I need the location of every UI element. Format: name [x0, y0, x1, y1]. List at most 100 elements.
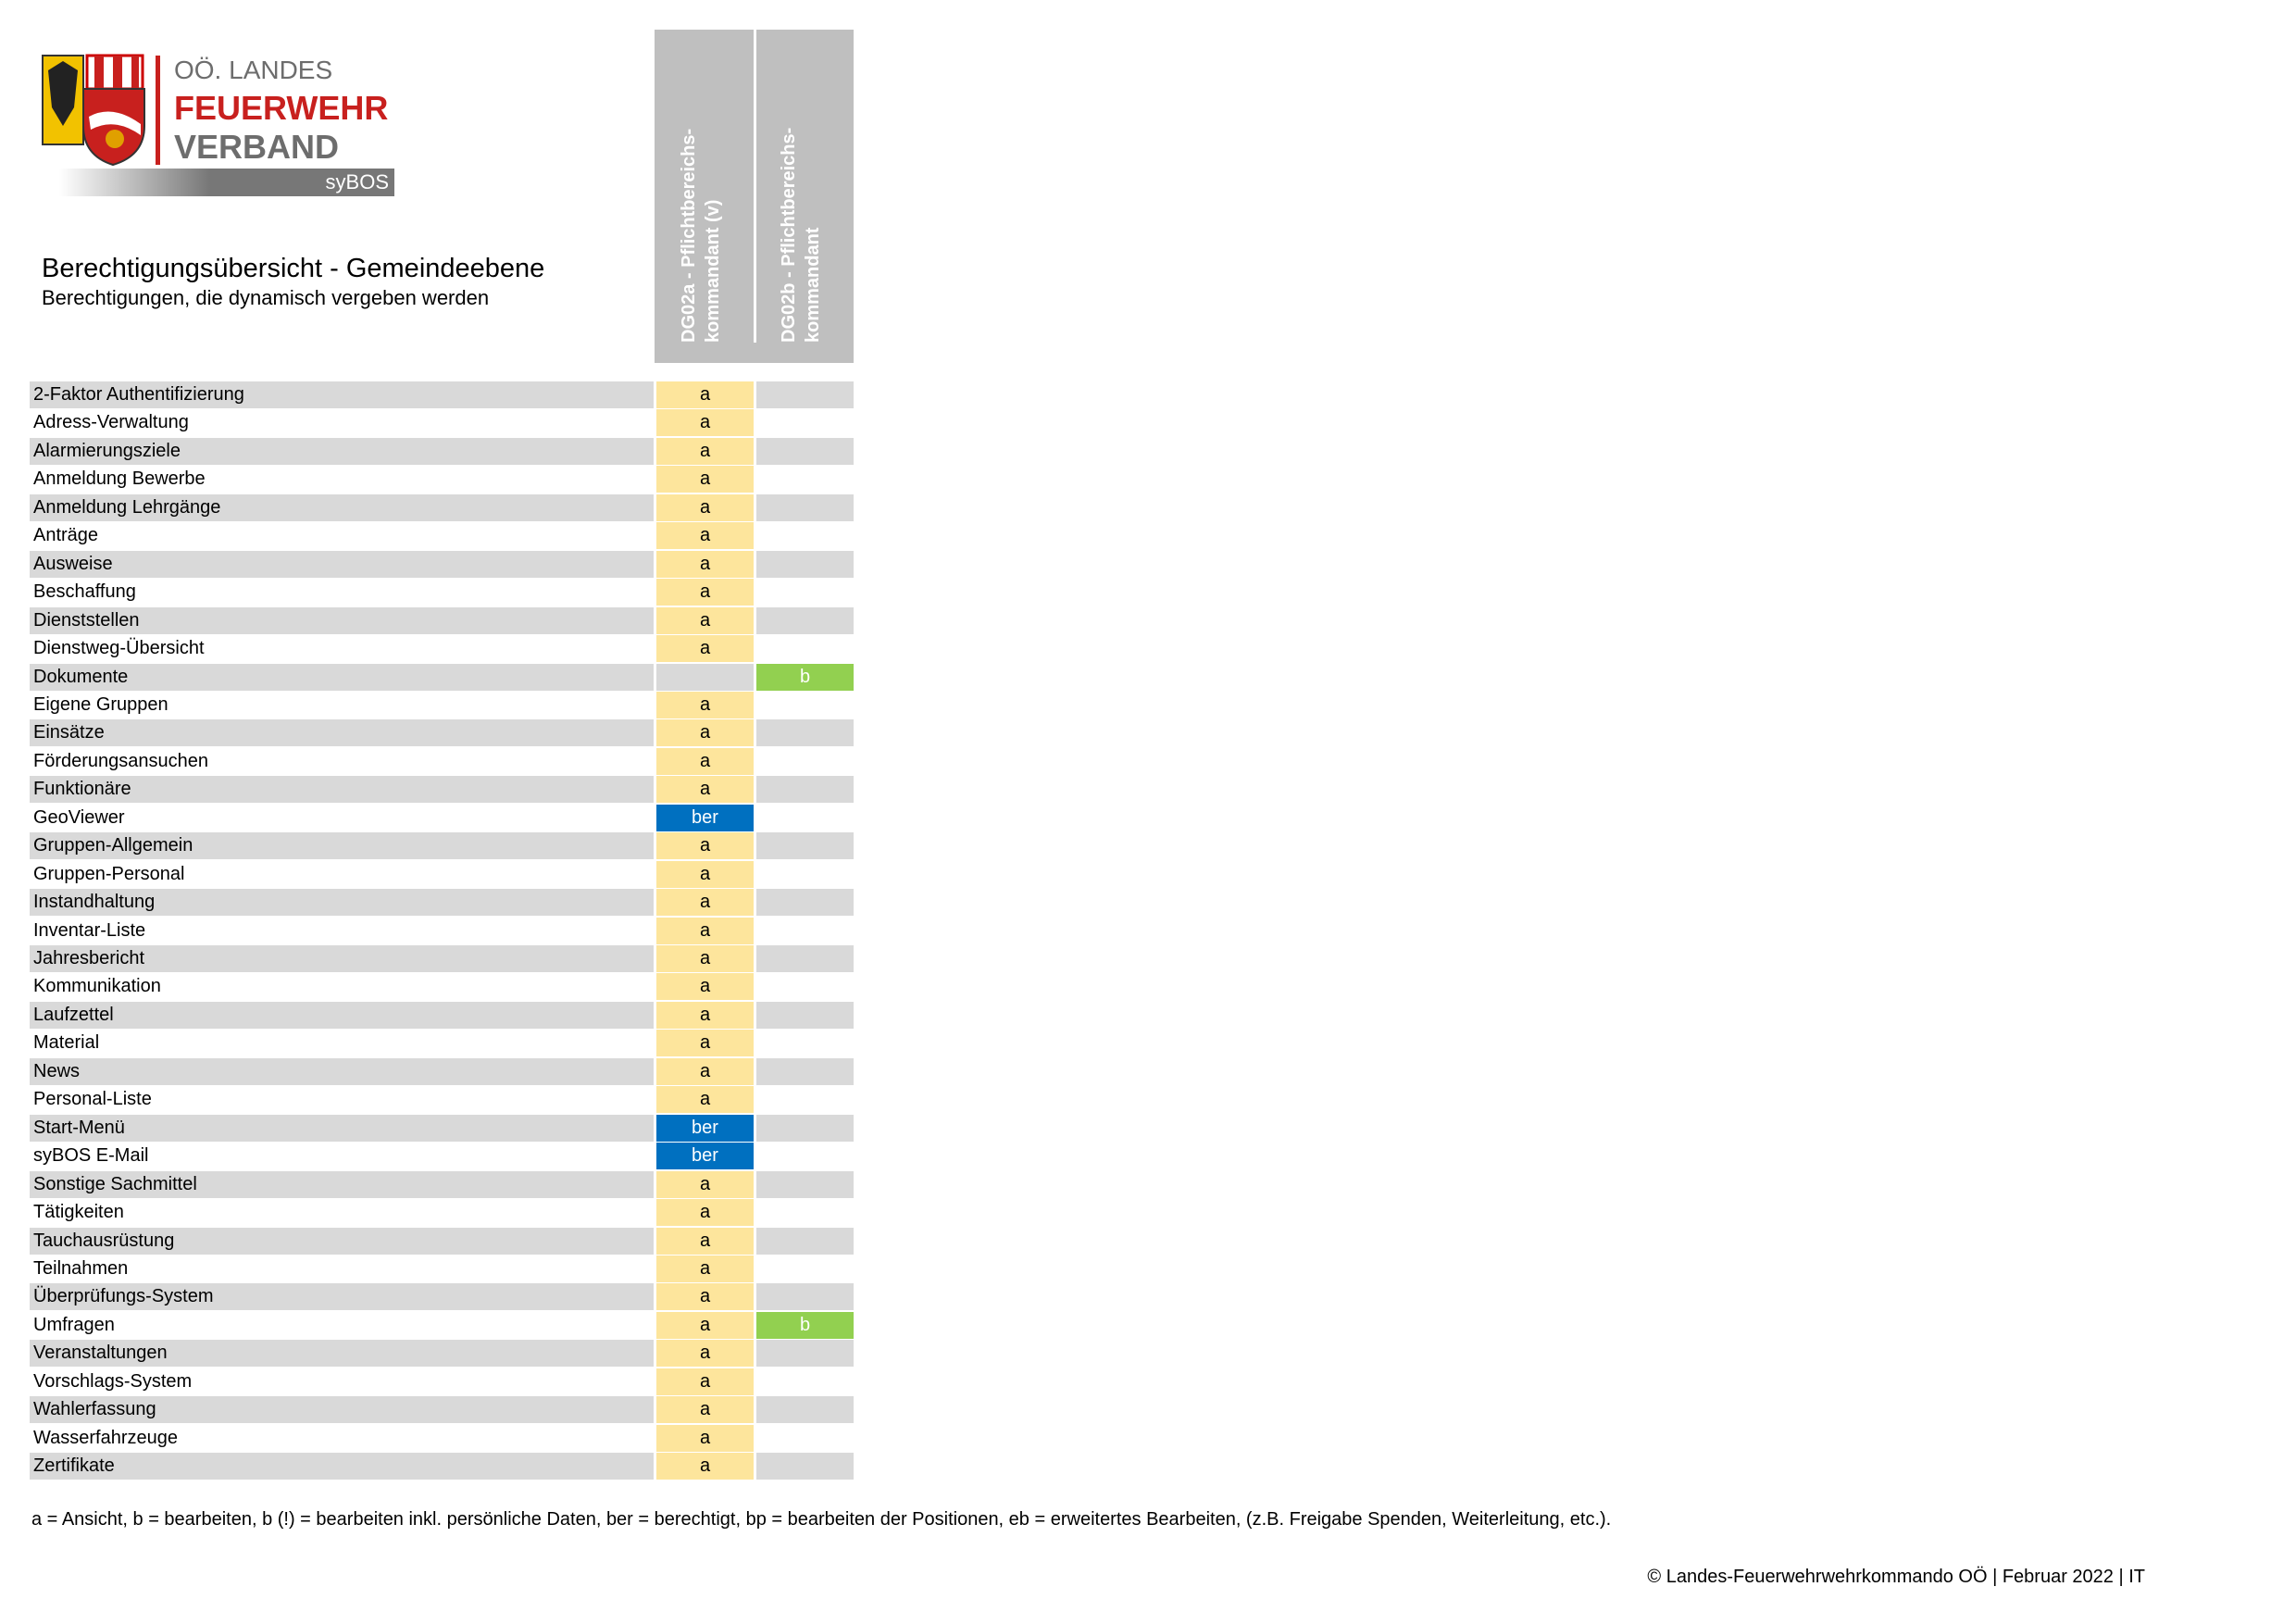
logo-divider: [156, 56, 160, 165]
cell: [756, 1001, 854, 1029]
logo-line3: VERBAND: [174, 128, 340, 166]
cell: [756, 1396, 854, 1424]
cell: a: [656, 1424, 754, 1452]
cell: [756, 747, 854, 775]
header-divider: [754, 30, 756, 343]
cell: [756, 579, 854, 606]
row-label: Dienstweg-Übersicht: [30, 635, 654, 663]
cell: a: [656, 635, 754, 663]
row-label: Tauchausrüstung: [30, 1227, 654, 1255]
cell: a: [656, 493, 754, 521]
cell: a: [656, 550, 754, 578]
row-label: Anmeldung Lehrgänge: [30, 493, 654, 521]
cell: a: [656, 747, 754, 775]
cell: a: [656, 381, 754, 408]
cell: [756, 804, 854, 831]
row-label: Start-Menü: [30, 1114, 654, 1142]
cell: a: [656, 1057, 754, 1085]
column-header-line: DG02b - Pflichtbereichs-: [779, 127, 799, 343]
cell: [756, 860, 854, 888]
cell: [756, 493, 854, 521]
logo-product: syBOS: [59, 169, 394, 196]
cell: [756, 437, 854, 465]
cell: a: [656, 1283, 754, 1311]
cell: [756, 1227, 854, 1255]
column-header-line: DG02a - Pflichtbereichs-: [679, 128, 699, 343]
legend: a = Ansicht, b = bearbeiten, b (!) = bea…: [31, 1509, 1612, 1530]
cell: a: [656, 1001, 754, 1029]
cell: a: [656, 522, 754, 550]
row-label: Dienststellen: [30, 606, 654, 634]
row-label: Tätigkeiten: [30, 1199, 654, 1227]
column-header-line: kommandant: [803, 227, 823, 343]
cell: a: [656, 579, 754, 606]
row-label: Inventar-Liste: [30, 917, 654, 944]
logo-line1: OÖ. LANDES: [174, 56, 333, 84]
row-label: Sonstige Sachmittel: [30, 1170, 654, 1198]
column-header-line: kommandant (v): [703, 199, 723, 343]
row-label: Förderungsansuchen: [30, 747, 654, 775]
row-label: Anträge: [30, 522, 654, 550]
row-label: 2-Faktor Authentifizierung: [30, 381, 654, 408]
row-label: Umfragen: [30, 1311, 654, 1339]
row-label: Jahresbericht: [30, 945, 654, 972]
cell: [756, 1283, 854, 1311]
cell: a: [656, 1340, 754, 1368]
row-label: Gruppen-Personal: [30, 860, 654, 888]
cell: a: [656, 973, 754, 1001]
row-label: Veranstaltungen: [30, 1340, 654, 1368]
row-label: Wahlerfassung: [30, 1396, 654, 1424]
row-label: syBOS E-Mail: [30, 1143, 654, 1170]
cell: [756, 1453, 854, 1480]
cell: [656, 663, 754, 691]
cell: a: [656, 889, 754, 917]
logo-emblem: [42, 54, 145, 167]
row-label: Adress-Verwaltung: [30, 409, 654, 437]
row-label: Instandhaltung: [30, 889, 654, 917]
cell: a: [656, 1396, 754, 1424]
cell: [756, 1057, 854, 1085]
cell: ber: [656, 1143, 754, 1170]
column-header: DG02a - Pflichtbereichs-kommandant (v): [677, 37, 725, 343]
cell: [756, 1143, 854, 1170]
cell: a: [656, 1170, 754, 1198]
cell: a: [656, 1255, 754, 1282]
row-label: Wasserfahrzeuge: [30, 1424, 654, 1452]
cell: [756, 606, 854, 634]
cell: [756, 522, 854, 550]
cell: a: [656, 1086, 754, 1114]
row-label: Beschaffung: [30, 579, 654, 606]
cell: [756, 1030, 854, 1057]
footer: © Landes-Feuerwehrwehrkommando OÖ | Febr…: [1647, 1567, 2145, 1587]
cell: [756, 1255, 854, 1282]
cell: [756, 409, 854, 437]
row-label: Dokumente: [30, 663, 654, 691]
cell: [756, 832, 854, 860]
cell: [756, 945, 854, 972]
cell: a: [656, 437, 754, 465]
cell: a: [656, 945, 754, 972]
row-label: Einsätze: [30, 719, 654, 747]
cell: [756, 466, 854, 493]
row-label: Anmeldung Bewerbe: [30, 466, 654, 493]
logo-line2: FEUERWEHR: [174, 89, 389, 127]
cell: a: [656, 1453, 754, 1480]
cell: ber: [656, 804, 754, 831]
cell: [756, 1368, 854, 1395]
cell: [756, 550, 854, 578]
row-label: Ausweise: [30, 550, 654, 578]
row-label: GeoViewer: [30, 804, 654, 831]
cell: a: [656, 1199, 754, 1227]
cell: a: [656, 776, 754, 804]
cell: [756, 1424, 854, 1452]
row-label: Material: [30, 1030, 654, 1057]
cell: [756, 1340, 854, 1368]
row-label: Funktionäre: [30, 776, 654, 804]
title: Berechtigungsübersicht - Gemeindeebene: [42, 254, 545, 283]
cell: a: [656, 409, 754, 437]
cell: b: [756, 1311, 854, 1339]
cell: [756, 1114, 854, 1142]
subtitle: Berechtigungen, die dynamisch vergeben w…: [42, 286, 490, 309]
row-label: Eigene Gruppen: [30, 691, 654, 718]
